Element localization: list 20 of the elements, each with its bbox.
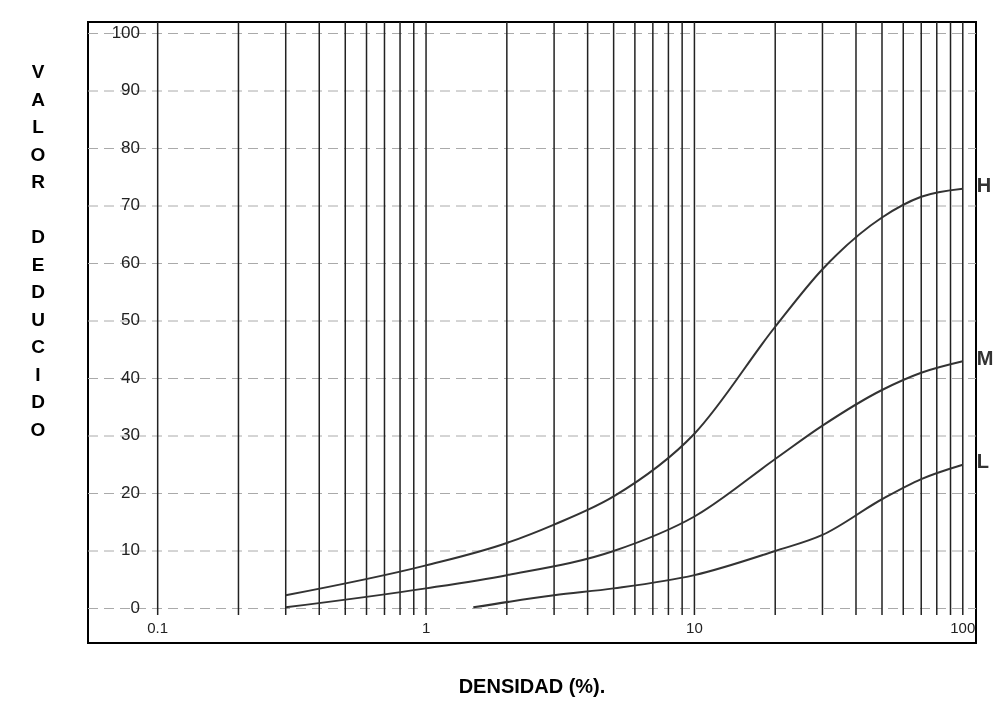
- y-tick-label: 60: [121, 252, 140, 272]
- y-tick-label: 80: [121, 137, 140, 157]
- series-label: M: [976, 346, 994, 369]
- x-tick-label: 0.1: [147, 619, 169, 636]
- x-axis-title: DENSIDAD (%).: [458, 675, 606, 697]
- y-tick-label: 30: [121, 425, 140, 445]
- x-tick-label: 100: [950, 619, 976, 636]
- x-tick-label: 10: [686, 619, 703, 636]
- y-tick-label: 100: [111, 22, 140, 42]
- y-tick-label: 90: [121, 80, 140, 100]
- y-tick-label: 70: [121, 195, 140, 215]
- y-tick-label: 20: [121, 482, 140, 502]
- y-tick-label: 10: [121, 540, 140, 560]
- x-tick-label: 1: [421, 619, 431, 636]
- series-label: L: [976, 450, 990, 473]
- y-tick-label: 0: [130, 597, 140, 617]
- y-tick-label: 40: [121, 367, 140, 387]
- text: VALOR DEDUCIDO: [30, 61, 46, 440]
- series-label: H: [976, 174, 992, 197]
- y-tick-label: 50: [121, 310, 140, 330]
